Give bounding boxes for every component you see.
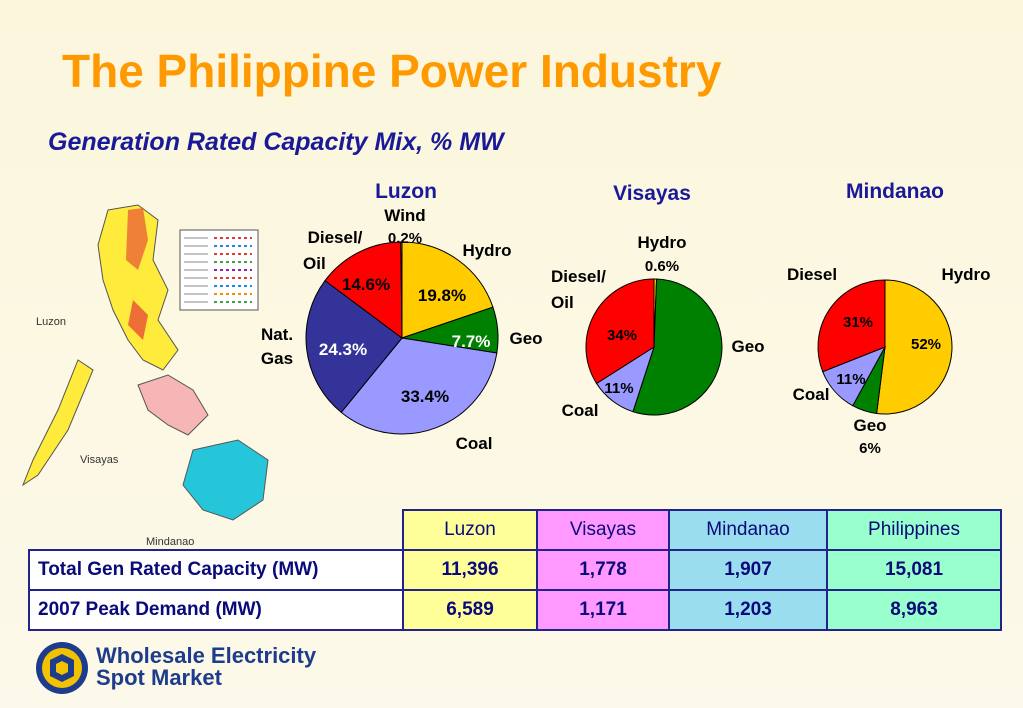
visayas-hydro-label: Hydro	[637, 233, 686, 252]
luzon-wind-label: Wind	[384, 206, 425, 225]
cell-demand-philippines: 8,963	[826, 589, 1002, 631]
luzon-slice-nat-gas	[305, 279, 403, 414]
mindanao-hydro-label: Hydro	[941, 265, 990, 284]
logo-line-1: Wholesale Electricity	[96, 643, 317, 668]
col-header-philippines: Philippines	[826, 509, 1002, 551]
luzon-coal-value: 33.4%	[401, 387, 449, 406]
cell-demand-mindanao: 1,203	[668, 589, 828, 631]
cell-capacity-luzon: 11,396	[402, 549, 538, 591]
capacity-table: Luzon Visayas Mindanao Philippines Total…	[28, 509, 1002, 631]
cell-capacity-mindanao: 1,907	[668, 549, 828, 591]
luzon-geo-label: Geo	[509, 329, 542, 348]
logo-text: Wholesale Electricity Spot Market	[96, 645, 316, 689]
luzon-natgas-value: 24.3%	[319, 340, 367, 359]
mindanao-diesel-label: Diesel	[787, 265, 837, 284]
mindanao-slice-hydro	[876, 279, 953, 415]
mindanao-coal-label: Coal	[793, 385, 830, 404]
visayas-coal-label: Coal	[562, 401, 599, 420]
visayas-chart-title: Visayas	[613, 182, 691, 205]
pie-charts: Luzon Visayas Mindanao Wind 0.2% Diesel/…	[261, 180, 991, 457]
luzon-natgas-label-line1: Nat.	[261, 325, 293, 344]
mindanao-hydro-value: 52%	[911, 336, 941, 353]
luzon-wind-value: 0.2%	[388, 230, 422, 247]
luzon-slice-wind	[400, 241, 403, 339]
table-corner	[29, 510, 403, 550]
luzon-coal-label: Coal	[456, 434, 493, 453]
visayas-diesel-label-line1: Diesel/	[551, 267, 606, 286]
wesm-logo-icon	[36, 642, 88, 694]
mindanao-geo-label: Geo	[853, 416, 886, 435]
col-header-visayas: Visayas	[536, 509, 670, 551]
visayas-geo-label: Geo	[731, 337, 764, 356]
map-label-visayas: Visayas	[80, 454, 119, 466]
cell-demand-visayas: 1,171	[536, 589, 670, 631]
table-header-row: Luzon Visayas Mindanao Philippines	[29, 509, 1002, 551]
cell-capacity-visayas: 1,778	[536, 549, 670, 591]
logo-line-2: Spot Market	[96, 665, 222, 690]
luzon-diesel-value: 14.6%	[342, 275, 390, 294]
mindanao-slice-diesel	[817, 279, 886, 373]
luzon-slice-diesel-oil	[324, 241, 403, 340]
mindanao-coal-value: 11%	[836, 371, 865, 388]
col-header-mindanao: Mindanao	[668, 509, 828, 551]
luzon-diesel-label: Diesel/	[308, 228, 363, 247]
cell-capacity-philippines: 15,081	[826, 549, 1002, 591]
luzon-diesel-label-line2: Oil	[303, 254, 326, 273]
cell-demand-luzon: 6,589	[402, 589, 538, 631]
luzon-slice-hydro	[401, 241, 494, 339]
philippines-map: Luzon Visayas Mindanao	[21, 204, 269, 548]
map-label-mindanao: Mindanao	[146, 536, 194, 548]
table-row: Total Gen Rated Capacity (MW) 11,396 1,7…	[28, 549, 1002, 591]
luzon-hydro-label: Hydro	[462, 241, 511, 260]
mindanao-geo-value: 6%	[859, 440, 881, 457]
mindanao-diesel-value: 31%	[843, 314, 873, 331]
visayas-hydro-value: 0.6%	[645, 258, 679, 275]
luzon-geo-value: 7.7%	[452, 332, 491, 351]
visayas-slice-diesel-oil	[585, 278, 655, 385]
visayas-slice-geo	[632, 278, 723, 416]
map-label-luzon: Luzon	[36, 316, 66, 328]
visayas-coal-value: 11%	[604, 380, 633, 397]
row-label-peak-demand: 2007 Peak Demand (MW)	[28, 589, 404, 631]
col-header-luzon: Luzon	[402, 509, 538, 551]
luzon-hydro-value: 19.8%	[418, 286, 466, 305]
luzon-slice-coal	[340, 337, 498, 435]
luzon-diesel-label-line1: Diesel/	[308, 228, 363, 247]
row-label-capacity: Total Gen Rated Capacity (MW)	[28, 549, 404, 591]
page-title: The Philippine Power Industry	[62, 45, 722, 97]
page-subtitle: Generation Rated Capacity Mix, % MW	[48, 128, 504, 156]
mindanao-chart-title: Mindanao	[846, 180, 944, 203]
luzon-chart-title: Luzon	[375, 180, 437, 203]
visayas-diesel-value: 34%	[607, 327, 637, 344]
luzon-natgas-label-line2: Gas	[261, 349, 293, 368]
visayas-diesel-label-line2: Oil	[551, 293, 574, 312]
table-row: 2007 Peak Demand (MW) 6,589 1,171 1,203 …	[28, 589, 1002, 631]
